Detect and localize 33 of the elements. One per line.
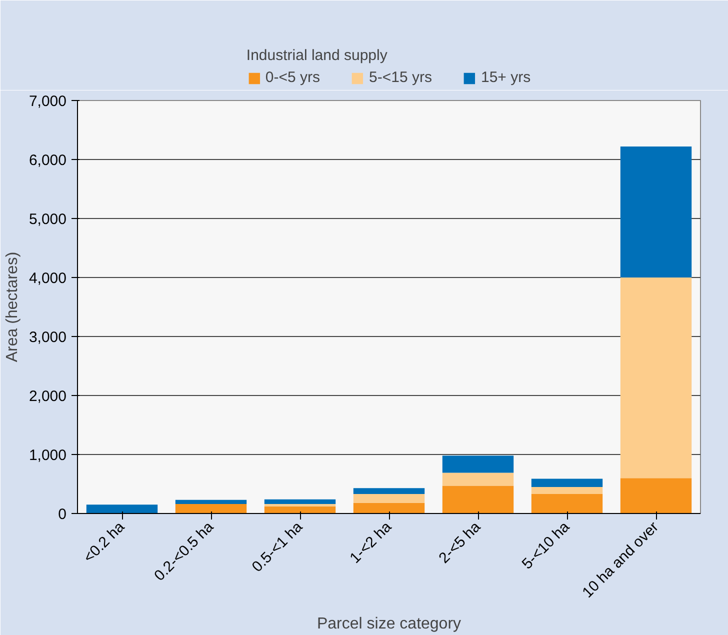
bar [353,494,425,503]
y-axis-title: Area (hectares) [4,252,21,362]
legend-label: 0-<5 yrs [265,69,320,86]
bar [353,488,425,494]
bar [264,506,336,514]
y-tick-label: 7,000 [28,93,67,110]
bar [442,456,514,473]
y-tick-label: 1,000 [28,447,67,464]
bar [620,478,692,514]
bar [442,472,514,486]
y-tick-label: 5,000 [28,211,67,228]
legend-label: 15+ yrs [480,69,531,86]
y-tick-label: 6,000 [28,152,67,169]
x-axis-title: Parcel size category [316,615,462,632]
y-tick-label: 4,000 [28,270,67,287]
bar [620,278,692,478]
legend-title: Industrial land supply [246,47,388,64]
y-tick-label: 0 [58,506,66,523]
bar [531,494,603,514]
bar [264,499,336,504]
bar [620,146,692,278]
x-tick-label: 10 ha and over [579,518,662,602]
y-tick-label: 3,000 [28,329,67,346]
bar [175,500,247,504]
bar [175,504,247,514]
y-tick-label: 2,000 [28,388,67,405]
bar [86,504,158,514]
bar [531,478,603,487]
legend-label: 5-<15 yrs [369,69,432,86]
x-tick-label: <0.2 ha [80,518,128,566]
bar [531,486,603,494]
bar [442,486,514,514]
bar [353,502,425,514]
